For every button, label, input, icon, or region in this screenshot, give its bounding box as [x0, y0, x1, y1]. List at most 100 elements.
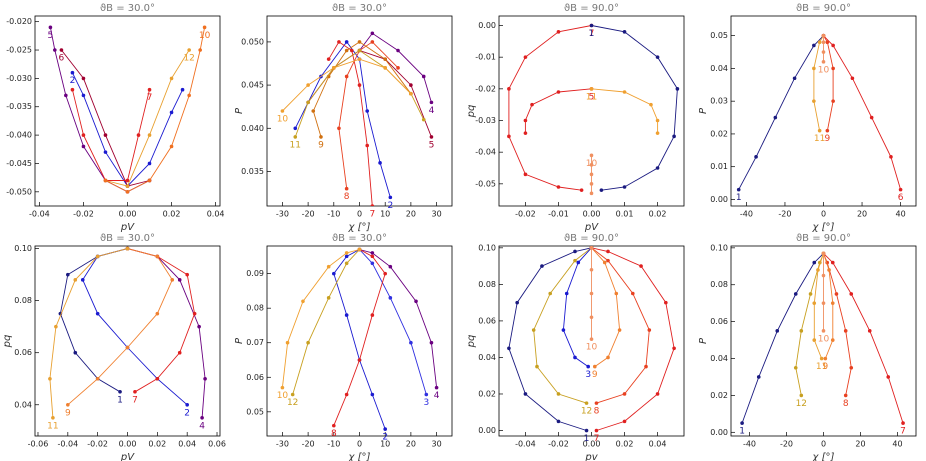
y-axis-label: pq — [466, 105, 477, 119]
data-point — [850, 76, 855, 81]
data-point — [344, 254, 349, 259]
data-point — [515, 300, 519, 305]
series-label: 2 — [184, 408, 190, 418]
data-point — [576, 260, 581, 265]
data-point — [198, 48, 202, 52]
data-point — [136, 133, 141, 137]
data-point — [344, 186, 349, 191]
data-point — [812, 338, 817, 342]
data-point — [556, 419, 561, 424]
panel-title: ϑB = 90.0° — [796, 3, 851, 14]
x-tick-label: 0.04 — [178, 440, 196, 449]
data-point — [370, 254, 375, 259]
data-point — [344, 48, 349, 53]
data-point — [187, 48, 191, 52]
data-point — [812, 66, 816, 71]
data-point — [388, 195, 393, 200]
data-point — [388, 296, 393, 300]
data-point — [821, 273, 826, 278]
data-point — [54, 324, 58, 329]
data-point — [793, 365, 798, 370]
data-point — [617, 328, 622, 332]
data-point — [792, 76, 797, 81]
data-point — [170, 278, 175, 282]
series-label: 7 — [594, 434, 600, 444]
data-point — [817, 40, 822, 45]
data-point — [383, 66, 387, 70]
data-point — [301, 299, 305, 304]
x-tick-label: 0.02 — [148, 440, 166, 449]
x-tick-label: 20 — [406, 210, 416, 219]
x-axis-label: pV — [584, 222, 599, 233]
data-point — [849, 292, 854, 296]
y-tick-label: 0.045 — [241, 81, 264, 90]
x-tick-label: -0.04 — [57, 440, 78, 449]
data-point — [326, 264, 331, 269]
data-point — [831, 99, 835, 103]
data-point — [59, 48, 64, 52]
data-point — [147, 133, 152, 137]
data-point — [155, 376, 160, 381]
data-point — [830, 338, 835, 342]
series-line — [292, 249, 360, 395]
data-point — [73, 350, 78, 355]
y-tick-label: 0.06 — [14, 348, 32, 357]
x-axis-label: χ [°] — [348, 452, 371, 461]
x-tick-label: -30 — [276, 440, 289, 449]
y-tick-label: 0.04 — [14, 400, 32, 409]
data-point — [594, 428, 599, 433]
data-point — [125, 345, 130, 350]
data-point — [337, 126, 341, 131]
y-tick-label: -0.01 — [475, 53, 496, 62]
data-point — [357, 40, 362, 44]
data-point — [556, 90, 561, 94]
data-point — [290, 392, 295, 397]
data-point — [849, 365, 854, 370]
data-point — [830, 260, 835, 265]
data-point — [586, 364, 590, 369]
y-axis-label: P — [698, 337, 709, 344]
y-tick-label: 0.02 — [710, 391, 728, 400]
data-point — [66, 272, 70, 277]
data-point — [672, 134, 676, 139]
x-axis-label: pV — [120, 222, 135, 233]
data-point — [344, 74, 349, 79]
x-tick-label: 0.02 — [163, 210, 181, 219]
data-point — [293, 135, 298, 139]
data-point — [48, 376, 52, 381]
y-tick-label: 0.09 — [246, 269, 264, 278]
x-tick-label: 0 — [821, 210, 826, 219]
series-line — [562, 247, 592, 367]
data-point — [675, 87, 680, 91]
panel: ϑB = 30.0° -30 -20 -10 0 10 20 30 0.05 0.06 0.07 0.… — [234, 233, 453, 461]
series-label: 1 — [736, 193, 742, 203]
x-tick-label: -0.02 — [515, 210, 536, 219]
data-point — [584, 428, 589, 433]
series-line — [333, 249, 386, 426]
data-point — [370, 392, 375, 397]
data-point — [589, 153, 594, 158]
data-point — [589, 291, 594, 296]
data-point — [556, 30, 561, 34]
x-tick-label: 30 — [431, 210, 441, 219]
data-point — [383, 427, 387, 431]
data-point — [81, 76, 86, 81]
data-point — [396, 48, 400, 53]
panel-title: ϑB = 30.0° — [100, 233, 155, 244]
data-point — [812, 99, 816, 103]
y-axis-label: P — [234, 107, 245, 114]
data-point — [332, 66, 336, 70]
data-point — [584, 401, 589, 405]
data-point — [507, 87, 511, 91]
series-line — [281, 249, 360, 388]
series-line — [741, 253, 824, 424]
x-axis-label: χ [°] — [812, 452, 835, 461]
data-point — [421, 74, 426, 79]
series-line — [813, 35, 824, 131]
data-point — [799, 329, 804, 333]
data-point — [378, 161, 382, 165]
y-tick-label: -0.050 — [6, 187, 32, 196]
data-point — [834, 292, 839, 296]
series-label: 6 — [898, 193, 904, 203]
